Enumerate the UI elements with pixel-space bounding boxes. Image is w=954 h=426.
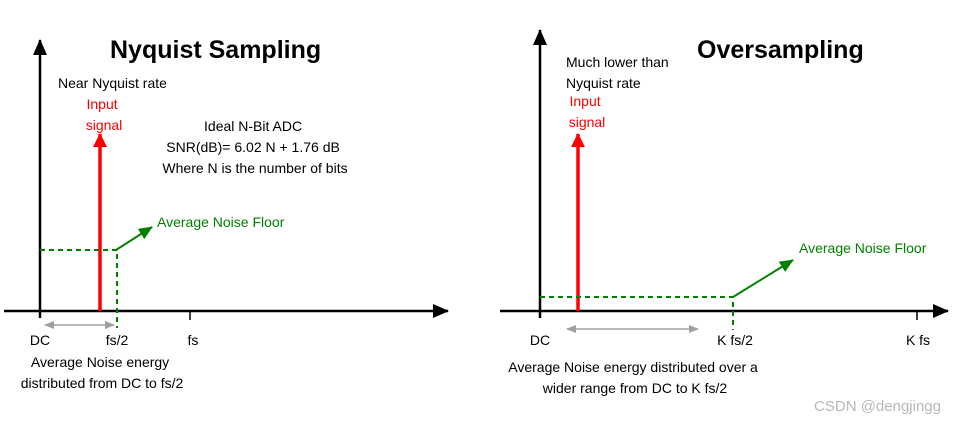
left-rate-note: Near Nyquist rate [58,75,167,91]
right-tick-half: K fs/2 [717,332,753,348]
right-input-label: Input signal [569,93,606,130]
right-caption: Average Noise energy distributed over a … [508,359,761,396]
right-noise-floor [540,296,734,330]
right-noise-floor-label: Average Noise Floor [799,240,927,256]
watermark: CSDN @dengjingg [814,398,941,415]
right-panel: Oversampling Much lower than Nyquist rat… [500,29,949,396]
right-title: Oversampling [697,36,864,64]
left-noise-pointer-arrow [115,226,153,251]
right-tick-dc: DC [530,332,550,348]
right-rate-note: Much lower than Nyquist rate [566,54,673,91]
left-tick-dc: DC [30,332,50,348]
left-tick-half: fs/2 [106,332,129,348]
left-adc-note: Ideal N-Bit ADC SNR(dB)= 6.02 N + 1.76 d… [162,118,347,176]
left-noise-floor-label: Average Noise Floor [157,214,285,230]
left-tick-full: fs [188,332,199,348]
left-title: Nyquist Sampling [110,36,321,64]
right-noise-pointer-arrow [732,259,794,298]
left-caption: Average Noise energy distributed from DC… [21,354,184,391]
left-input-label: Input signal [86,96,123,133]
left-panel: Nyquist Sampling Near Nyquist rate Input… [4,36,449,391]
left-noise-floor [40,249,118,328]
right-tick-full: K fs [906,332,930,348]
